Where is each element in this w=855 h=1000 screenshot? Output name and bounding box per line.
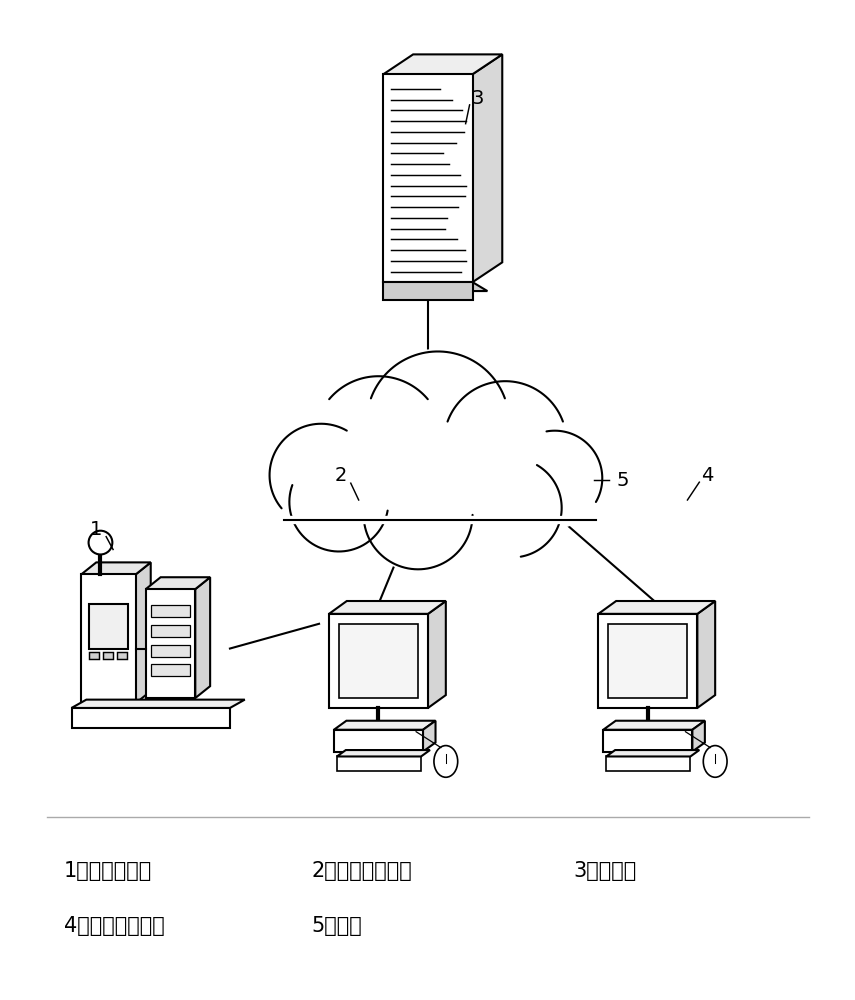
FancyBboxPatch shape <box>89 604 128 649</box>
Circle shape <box>269 424 373 527</box>
Polygon shape <box>428 601 445 708</box>
FancyBboxPatch shape <box>150 605 191 617</box>
Polygon shape <box>598 601 715 614</box>
Text: 3：服务器: 3：服务器 <box>574 861 637 881</box>
Text: 4：图像显示设备: 4：图像显示设备 <box>63 916 164 936</box>
Text: 3: 3 <box>471 89 484 108</box>
Polygon shape <box>423 721 435 752</box>
Circle shape <box>314 376 443 505</box>
FancyBboxPatch shape <box>606 756 690 771</box>
Text: 1: 1 <box>90 520 103 539</box>
Text: 4: 4 <box>701 466 713 485</box>
FancyBboxPatch shape <box>608 624 687 698</box>
Polygon shape <box>383 282 487 291</box>
Polygon shape <box>473 54 502 282</box>
FancyBboxPatch shape <box>150 645 191 657</box>
Polygon shape <box>329 601 445 614</box>
Circle shape <box>444 381 567 504</box>
Polygon shape <box>136 562 150 703</box>
FancyBboxPatch shape <box>150 625 191 637</box>
Polygon shape <box>334 721 435 730</box>
FancyBboxPatch shape <box>103 652 113 659</box>
Text: 2: 2 <box>334 466 347 485</box>
FancyBboxPatch shape <box>117 652 127 659</box>
Polygon shape <box>693 721 705 752</box>
Polygon shape <box>337 750 430 756</box>
Circle shape <box>463 458 562 557</box>
Circle shape <box>89 531 112 554</box>
Ellipse shape <box>704 746 727 777</box>
Circle shape <box>505 429 604 528</box>
Circle shape <box>367 351 510 494</box>
Circle shape <box>364 349 511 496</box>
Text: 5：网络: 5：网络 <box>311 916 362 936</box>
Polygon shape <box>383 54 502 74</box>
Text: 5: 5 <box>616 471 628 490</box>
Circle shape <box>287 450 391 553</box>
Text: 1：数字显微镜: 1：数字显微镜 <box>63 861 152 881</box>
Circle shape <box>507 431 602 526</box>
Polygon shape <box>81 562 150 574</box>
Polygon shape <box>383 282 473 300</box>
Polygon shape <box>329 614 428 708</box>
Circle shape <box>312 374 445 507</box>
Polygon shape <box>604 721 705 730</box>
Circle shape <box>461 456 563 559</box>
FancyBboxPatch shape <box>339 624 418 698</box>
Polygon shape <box>604 730 693 752</box>
Text: 2：信息处理设备: 2：信息处理设备 <box>311 861 412 881</box>
Polygon shape <box>81 574 136 703</box>
FancyBboxPatch shape <box>72 708 230 728</box>
Polygon shape <box>145 589 195 698</box>
Circle shape <box>442 379 569 506</box>
Polygon shape <box>606 750 699 756</box>
Circle shape <box>268 422 374 529</box>
Circle shape <box>362 458 475 571</box>
Polygon shape <box>598 614 698 708</box>
FancyBboxPatch shape <box>150 664 191 676</box>
Polygon shape <box>145 577 210 589</box>
FancyBboxPatch shape <box>337 756 421 771</box>
Polygon shape <box>383 74 473 282</box>
Circle shape <box>363 460 473 569</box>
Circle shape <box>289 452 388 551</box>
Polygon shape <box>698 601 715 708</box>
FancyBboxPatch shape <box>89 652 99 659</box>
Polygon shape <box>72 700 245 708</box>
Ellipse shape <box>434 746 457 777</box>
Polygon shape <box>195 577 210 698</box>
Polygon shape <box>334 730 423 752</box>
